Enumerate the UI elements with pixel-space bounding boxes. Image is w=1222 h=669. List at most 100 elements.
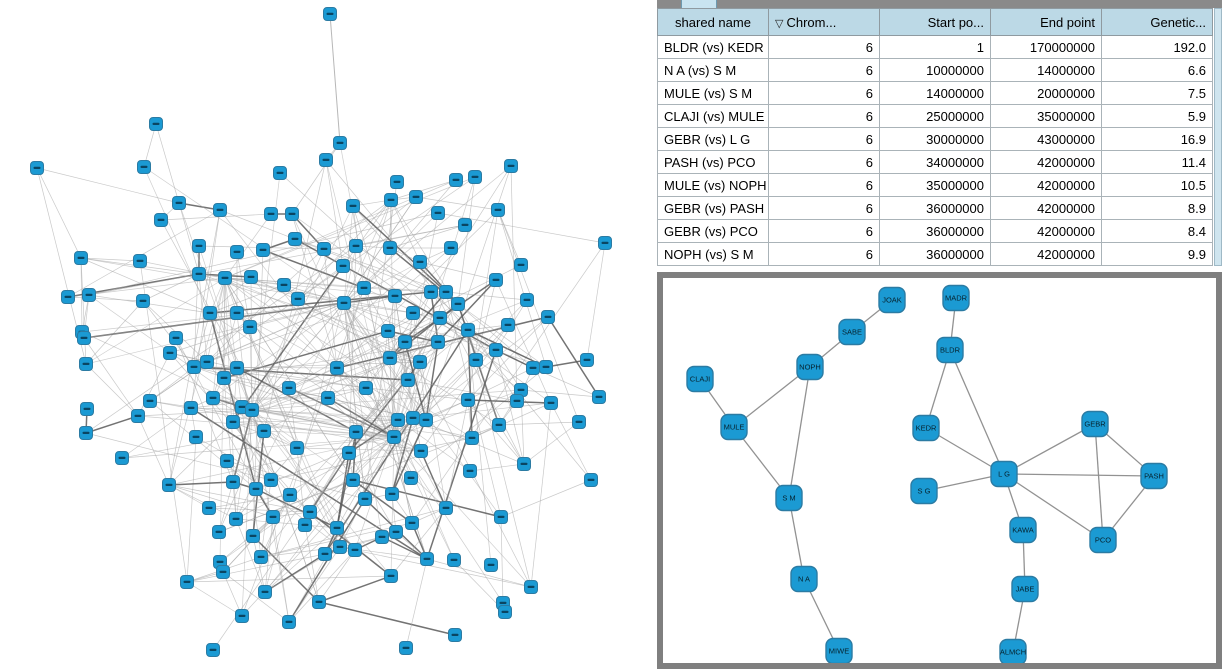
- node[interactable]: [137, 160, 151, 174]
- table-row[interactable]: N A (vs) S M 6 10000000 14000000 6.6: [657, 58, 1213, 82]
- node[interactable]: [391, 413, 405, 427]
- network-node-SABE[interactable]: SABE: [838, 318, 866, 346]
- node[interactable]: [169, 331, 183, 345]
- node[interactable]: [230, 245, 244, 259]
- node[interactable]: [319, 153, 333, 167]
- node[interactable]: [384, 569, 398, 583]
- node[interactable]: [74, 251, 88, 265]
- node[interactable]: [213, 203, 227, 217]
- network-node-JABE[interactable]: JABE: [1011, 575, 1039, 603]
- node[interactable]: [290, 441, 304, 455]
- node[interactable]: [162, 478, 176, 492]
- node[interactable]: [303, 505, 317, 519]
- node[interactable]: [526, 361, 540, 375]
- node[interactable]: [77, 331, 91, 345]
- node[interactable]: [288, 232, 302, 246]
- node[interactable]: [61, 290, 75, 304]
- node[interactable]: [298, 518, 312, 532]
- node[interactable]: [494, 510, 508, 524]
- node[interactable]: [517, 457, 531, 471]
- node[interactable]: [244, 270, 258, 284]
- node[interactable]: [217, 371, 231, 385]
- node[interactable]: [384, 193, 398, 207]
- node[interactable]: [133, 254, 147, 268]
- node[interactable]: [413, 255, 427, 269]
- node[interactable]: [348, 543, 362, 557]
- node[interactable]: [489, 343, 503, 357]
- table-row[interactable]: MULE (vs) S M 6 14000000 20000000 7.5: [657, 81, 1213, 105]
- network-node-GEBR[interactable]: GEBR: [1081, 410, 1109, 438]
- node[interactable]: [510, 394, 524, 408]
- node[interactable]: [245, 403, 259, 417]
- node[interactable]: [218, 271, 232, 285]
- node[interactable]: [226, 475, 240, 489]
- node[interactable]: [229, 512, 243, 526]
- column-header-genetic[interactable]: Genetic...: [1101, 8, 1213, 36]
- network-node-L-G[interactable]: L G: [990, 460, 1018, 488]
- column-header-start-point[interactable]: Start po...: [879, 8, 991, 36]
- node[interactable]: [254, 550, 268, 564]
- node[interactable]: [187, 360, 201, 374]
- node[interactable]: [235, 609, 249, 623]
- table-row[interactable]: GEBR (vs) PASH 6 36000000 42000000 8.9: [657, 196, 1213, 220]
- node[interactable]: [282, 615, 296, 629]
- node[interactable]: [357, 281, 371, 295]
- network-node-N-A[interactable]: N A: [790, 565, 818, 593]
- table-row[interactable]: GEBR (vs) PCO 6 36000000 42000000 8.4: [657, 219, 1213, 243]
- node[interactable]: [580, 353, 594, 367]
- node[interactable]: [406, 306, 420, 320]
- node[interactable]: [498, 605, 512, 619]
- node[interactable]: [419, 413, 433, 427]
- node[interactable]: [291, 292, 305, 306]
- node[interactable]: [389, 525, 403, 539]
- node[interactable]: [406, 411, 420, 425]
- node[interactable]: [216, 565, 230, 579]
- node[interactable]: [514, 258, 528, 272]
- node[interactable]: [337, 296, 351, 310]
- node[interactable]: [349, 425, 363, 439]
- network-node-NOPH[interactable]: NOPH: [796, 353, 824, 381]
- table-row[interactable]: BLDR (vs) KEDR 6 1 170000000 192.0: [657, 35, 1213, 59]
- node[interactable]: [584, 473, 598, 487]
- node[interactable]: [431, 335, 445, 349]
- node[interactable]: [333, 540, 347, 554]
- network-node-KAWA[interactable]: KAWA: [1009, 516, 1037, 544]
- node[interactable]: [383, 351, 397, 365]
- node[interactable]: [277, 278, 291, 292]
- network-node-S-G[interactable]: S G: [910, 477, 938, 505]
- node[interactable]: [266, 510, 280, 524]
- node[interactable]: [256, 243, 270, 257]
- node[interactable]: [30, 161, 44, 175]
- node[interactable]: [243, 320, 257, 334]
- node[interactable]: [249, 482, 263, 496]
- node[interactable]: [212, 525, 226, 539]
- node[interactable]: [79, 426, 93, 440]
- node[interactable]: [469, 353, 483, 367]
- node[interactable]: [131, 409, 145, 423]
- network-node-BLDR[interactable]: BLDR: [936, 336, 964, 364]
- table-scrollbar[interactable]: [1214, 8, 1222, 266]
- node[interactable]: [387, 430, 401, 444]
- node[interactable]: [180, 575, 194, 589]
- node[interactable]: [501, 318, 515, 332]
- filter-icon[interactable]: ▽: [775, 17, 784, 30]
- table-tab-fragment[interactable]: [681, 0, 717, 8]
- node[interactable]: [203, 306, 217, 320]
- network-node-MIWE[interactable]: MIWE: [825, 637, 853, 664]
- network-node-PASH[interactable]: PASH: [1140, 462, 1168, 490]
- node[interactable]: [282, 381, 296, 395]
- node[interactable]: [539, 360, 553, 374]
- node[interactable]: [388, 289, 402, 303]
- network-node-CLAJI[interactable]: CLAJI: [686, 365, 714, 393]
- node[interactable]: [572, 415, 586, 429]
- node[interactable]: [258, 585, 272, 599]
- node[interactable]: [285, 207, 299, 221]
- node[interactable]: [206, 391, 220, 405]
- node[interactable]: [230, 361, 244, 375]
- node[interactable]: [323, 7, 337, 21]
- node[interactable]: [463, 464, 477, 478]
- node[interactable]: [115, 451, 129, 465]
- network-node-KEDR[interactable]: KEDR: [912, 414, 940, 442]
- node[interactable]: [359, 381, 373, 395]
- node[interactable]: [491, 203, 505, 217]
